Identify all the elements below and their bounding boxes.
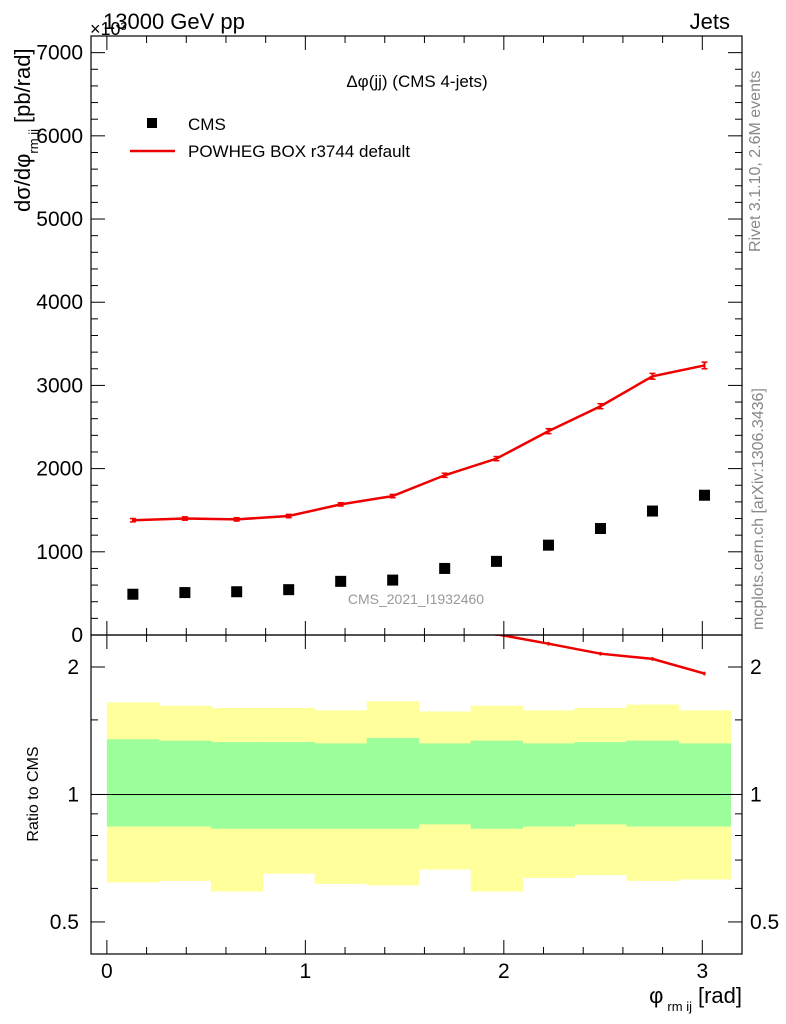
xlabel-sub: rm ij: [667, 999, 692, 1014]
mcplots-label: mcplots.cern.ch [arXiv:1306.3436]: [750, 388, 767, 630]
ratio-ytick-label-right: 0.5: [750, 911, 779, 934]
ratio-inner-band: [314, 743, 368, 829]
main-ytick-label: 4000: [36, 291, 83, 314]
legend-label-cms: CMS: [188, 115, 226, 134]
cms-data-point: [283, 584, 295, 596]
main-y-axis-label: dσ/dφrm ij [pb/rad]: [10, 48, 41, 212]
cms-data-point: [594, 523, 606, 535]
main-ylabel-main: dσ/dφ: [10, 154, 35, 212]
ratio-ytick-label-right: 1: [750, 783, 762, 806]
cms-data-point: [542, 539, 554, 551]
x-tick-label: 2: [498, 960, 510, 983]
ratio-inner-band: [678, 743, 731, 827]
cms-data-point: [231, 586, 243, 598]
ratio-powheg-curve: [464, 635, 705, 675]
main-ytick-label: 3000: [36, 374, 83, 397]
x-tick-label: 3: [696, 960, 708, 983]
ratio-inner-band: [210, 742, 264, 829]
main-ytick-label: 0: [71, 624, 83, 647]
ratio-inner-band: [522, 743, 575, 827]
cms-data-point: [490, 555, 502, 567]
ratio-ytick-label-right: 2: [750, 656, 762, 679]
chart-title: Δφ(jj) (CMS 4-jets): [346, 72, 487, 91]
cms-data-point: [179, 587, 191, 599]
ratio-inner-band: [262, 742, 316, 829]
ratio-inner-band: [626, 740, 679, 827]
cms-data-point: [387, 574, 399, 586]
xlabel-main: φ: [649, 983, 663, 1008]
main-plot-panel: 0 1000 2000 3000 4000 5000 6000 7000 Δφ(jj) (CM…: [10, 19, 743, 647]
y-multiplier-label: ×10³: [90, 19, 127, 39]
ratio-ytick-label-left: 1: [67, 783, 79, 806]
ratio-inner-band: [158, 740, 212, 827]
analysis-watermark: CMS_2021_I1932460: [348, 591, 484, 607]
ratio-ytick-label-left: 2: [67, 656, 79, 679]
header-energy-label: 13000 GeV pp: [103, 9, 245, 34]
xlabel-unit: [rad]: [698, 983, 742, 1008]
ratio-inner-band: [418, 743, 472, 825]
cms-data-point: [335, 575, 347, 587]
main-ytick-label: 1000: [36, 541, 83, 564]
x-axis-label: φ rm ij [rad]: [649, 983, 742, 1014]
main-ytick-label: 5000: [36, 208, 83, 231]
cms-data-point: [646, 505, 658, 517]
legend-label-powheg: POWHEG BOX r3744 default: [188, 142, 410, 161]
main-ylabel-sub: rm ij: [26, 129, 41, 154]
header-jets-label: Jets: [690, 9, 730, 34]
main-ytick-label: 7000: [36, 42, 83, 65]
legend-marker-cms: [147, 118, 157, 128]
rivet-version-label: Rivet 3.1.10, 2.6M events: [747, 71, 764, 252]
powheg-curve: [132, 364, 705, 522]
svg-text:φrm ij[rad]: φ rm ij [rad]: [649, 983, 742, 1014]
ratio-plot-panel: 0.5 0.5 1 1 2 2 0 1 2 3 Ratio to CMS φ rm ij [rad]: [25, 634, 779, 1014]
x-tick-label: 1: [300, 960, 312, 983]
x-tick-label: 0: [101, 960, 113, 983]
main-ytick-label: 2000: [36, 458, 83, 481]
cms-data-point: [698, 489, 710, 501]
main-ytick-label: 6000: [36, 125, 83, 148]
ratio-ytick-label-left: 0.5: [50, 911, 79, 934]
ratio-inner-band: [106, 739, 160, 827]
main-ylabel-unit: [pb/rad]: [10, 48, 35, 123]
ratio-inner-band: [366, 737, 420, 829]
ratio-inner-band: [470, 740, 523, 829]
ratio-y-axis-label: Ratio to CMS: [25, 746, 42, 841]
cms-data-point: [127, 588, 139, 600]
ratio-inner-band: [574, 742, 627, 825]
legend: CMS POWHEG BOX r3744 default: [130, 115, 410, 161]
svg-text:dσ/dφrm ij[pb/rad]: dσ/dφrm ij [pb/rad]: [10, 48, 41, 212]
cms-data-point: [439, 562, 451, 574]
